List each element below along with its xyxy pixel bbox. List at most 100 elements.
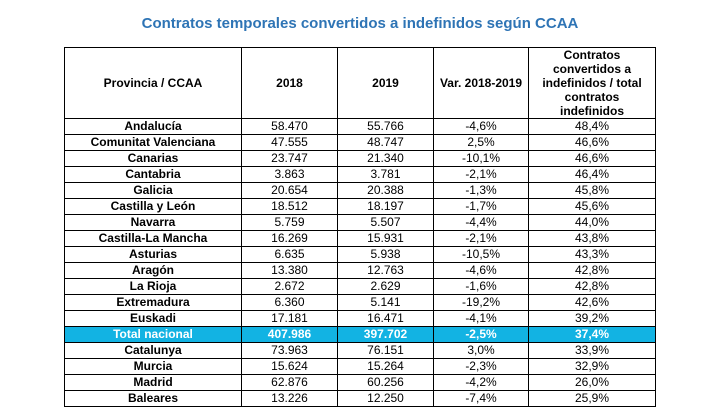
cell-ratio: 26,0% — [528, 374, 656, 391]
cell-province: Canarias — [64, 150, 242, 167]
cell-ratio: 42,8% — [528, 278, 656, 295]
cell-2019: 12.763 — [337, 262, 434, 279]
table-row: Castilla y León 18.512 18.197 -1,7% 45,6% — [64, 198, 656, 215]
cell-2018: 73.963 — [241, 342, 338, 359]
header-variation: Var. 2018-2019 — [433, 47, 529, 119]
cell-2018: 13.226 — [241, 390, 338, 407]
cell-variation: -7,4% — [433, 390, 529, 407]
cell-2019: 18.197 — [337, 198, 434, 215]
cell-ratio: 46,4% — [528, 166, 656, 183]
table-row: Murcia 15.624 15.264 -2,3% 32,9% — [64, 358, 656, 375]
cell-variation: -2,1% — [433, 166, 529, 183]
cell-province: Madrid — [64, 374, 242, 391]
cell-2019: 12.250 — [337, 390, 434, 407]
cell-variation: -19,2% — [433, 294, 529, 311]
cell-province: Murcia — [64, 358, 242, 375]
cell-2019: 5.938 — [337, 246, 434, 263]
cell-province: Andalucía — [64, 118, 242, 135]
table-row-total: Total nacional 407.986 397.702 -2,5% 37,4% — [64, 326, 656, 343]
cell-province: Galicia — [64, 182, 242, 199]
cell-variation: -1,3% — [433, 182, 529, 199]
cell-ratio: 42,8% — [528, 262, 656, 279]
header-2018: 2018 — [241, 47, 338, 119]
cell-2019: 55.766 — [337, 118, 434, 135]
cell-2018: 3.863 — [241, 166, 338, 183]
cell-2019: 48.747 — [337, 134, 434, 151]
cell-province: La Rioja — [64, 278, 242, 295]
cell-2019: 15.264 — [337, 358, 434, 375]
cell-province: Euskadi — [64, 310, 242, 327]
cell-ratio: 44,0% — [528, 214, 656, 231]
cell-ratio: 46,6% — [528, 134, 656, 151]
header-2019: 2019 — [337, 47, 434, 119]
cell-ratio: 25,9% — [528, 390, 656, 407]
cell-2018: 17.181 — [241, 310, 338, 327]
cell-2019: 16.471 — [337, 310, 434, 327]
cell-variation: 2,5% — [433, 134, 529, 151]
cell-ratio: 43,8% — [528, 230, 656, 247]
cell-ratio: 32,9% — [528, 358, 656, 375]
cell-province: Baleares — [64, 390, 242, 407]
cell-2019: 15.931 — [337, 230, 434, 247]
table-row: Comunitat Valenciana 47.555 48.747 2,5% 46,6… — [64, 134, 656, 151]
cell-variation: -4,6% — [433, 118, 529, 135]
cell-province: Catalunya — [64, 342, 242, 359]
cell-2018: 15.624 — [241, 358, 338, 375]
cell-ratio: 45,8% — [528, 182, 656, 199]
cell-ratio: 43,3% — [528, 246, 656, 263]
cell-variation: -2,1% — [433, 230, 529, 247]
cell-variation: 3,0% — [433, 342, 529, 359]
table-row: Cantabria 3.863 3.781 -2,1% 46,4% — [64, 166, 656, 183]
page-title: Contratos temporales convertidos a indef… — [141, 15, 579, 32]
cell-2018: 13.380 — [241, 262, 338, 279]
cell-2018: 47.555 — [241, 134, 338, 151]
table-row: Andalucía 58.470 55.766 -4,6% 48,4% — [64, 118, 656, 135]
cell-2018: 6.635 — [241, 246, 338, 263]
table-row: Aragón 13.380 12.763 -4,6% 42,8% — [64, 262, 656, 279]
table-row: Euskadi 17.181 16.471 -4,1% 39,2% — [64, 310, 656, 327]
cell-ratio: 46,6% — [528, 150, 656, 167]
cell-2018: 20.654 — [241, 182, 338, 199]
table-row: Catalunya 73.963 76.151 3,0% 33,9% — [64, 342, 656, 359]
cell-2018: 18.512 — [241, 198, 338, 215]
cell-province: Navarra — [64, 214, 242, 231]
cell-variation: -4,4% — [433, 214, 529, 231]
table-row: La Rioja 2.672 2.629 -1,6% 42,8% — [64, 278, 656, 295]
cell-2018: 62.876 — [241, 374, 338, 391]
cell-variation: -2,5% — [433, 326, 529, 343]
cell-2018: 16.269 — [241, 230, 338, 247]
cell-2018: 2.672 — [241, 278, 338, 295]
table-body: Andalucía 58.470 55.766 -4,6% 48,4% Comunitat… — [64, 118, 656, 407]
header-ratio: Contratos convertidos a indefinidos / to… — [528, 47, 656, 119]
cell-ratio: 45,6% — [528, 198, 656, 215]
header-province: Provincia / CCAA — [64, 47, 242, 119]
table-header: Provincia / CCAA 2018 2019 Var. 2018-201… — [64, 47, 656, 119]
cell-2018: 58.470 — [241, 118, 338, 135]
table-row: Baleares 13.226 12.250 -7,4% 25,9% — [64, 390, 656, 407]
cell-province: Comunitat Valenciana — [64, 134, 242, 151]
cell-province: Castilla-La Mancha — [64, 230, 242, 247]
cell-2019: 3.781 — [337, 166, 434, 183]
cell-2019: 2.629 — [337, 278, 434, 295]
cell-variation: -10,1% — [433, 150, 529, 167]
cell-ratio: 33,9% — [528, 342, 656, 359]
cell-ratio: 37,4% — [528, 326, 656, 343]
table-row: Galicia 20.654 20.388 -1,3% 45,8% — [64, 182, 656, 199]
cell-province: Asturias — [64, 246, 242, 263]
cell-province: Aragón — [64, 262, 242, 279]
cell-2019: 5.507 — [337, 214, 434, 231]
cell-2019: 76.151 — [337, 342, 434, 359]
cell-variation: -4,1% — [433, 310, 529, 327]
cell-variation: -10,5% — [433, 246, 529, 263]
cell-ratio: 42,6% — [528, 294, 656, 311]
cell-2018: 5.759 — [241, 214, 338, 231]
cell-2019: 397.702 — [337, 326, 434, 343]
cell-variation: -4,2% — [433, 374, 529, 391]
cell-province: Extremadura — [64, 294, 242, 311]
cell-province: Castilla y León — [64, 198, 242, 215]
cell-variation: -1,6% — [433, 278, 529, 295]
cell-2019: 20.388 — [337, 182, 434, 199]
table-row: Extremadura 6.360 5.141 -19,2% 42,6% — [64, 294, 656, 311]
cell-ratio: 48,4% — [528, 118, 656, 135]
table-row: Asturias 6.635 5.938 -10,5% 43,3% — [64, 246, 656, 263]
